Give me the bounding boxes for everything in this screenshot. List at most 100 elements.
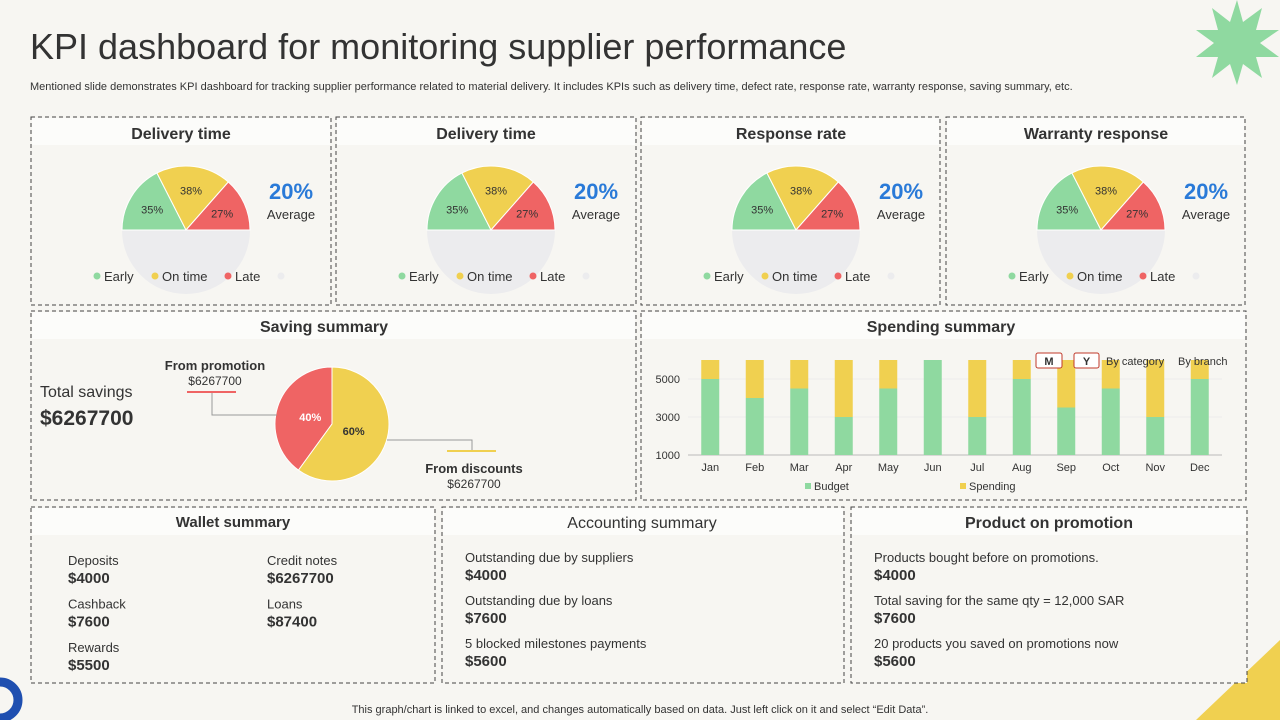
panel bbox=[30, 506, 436, 684]
panel-title: Saving summary bbox=[260, 319, 388, 336]
y-tick-label: 3000 bbox=[656, 412, 680, 424]
pie-slice bbox=[461, 165, 535, 231]
item-value: $4000 bbox=[68, 570, 110, 587]
pie-slice bbox=[426, 172, 492, 231]
bar-segment bbox=[834, 360, 853, 417]
leader-line bbox=[387, 439, 473, 451]
pie-slice bbox=[1071, 165, 1145, 231]
legend-marker bbox=[582, 272, 590, 280]
x-tick-label: Nov bbox=[1145, 462, 1165, 474]
page-subtitle: Mentioned slide demonstrates KPI dashboa… bbox=[30, 81, 1073, 93]
legend-marker bbox=[398, 272, 406, 280]
item-value: $5500 bbox=[68, 657, 110, 674]
legend-label: On time bbox=[467, 269, 513, 284]
average-value: 20% bbox=[574, 179, 618, 204]
item-value: $7600 bbox=[874, 610, 916, 627]
panel-title: Response rate bbox=[736, 126, 846, 143]
y-tick-label: 5000 bbox=[656, 374, 680, 386]
filter-link[interactable]: By branch bbox=[1178, 356, 1228, 368]
x-tick-label: Apr bbox=[835, 462, 852, 474]
average-value: 20% bbox=[879, 179, 923, 204]
slice-label: 35% bbox=[1056, 204, 1078, 216]
item-value: $87400 bbox=[267, 614, 317, 631]
pie-slice bbox=[274, 366, 333, 471]
callout-amount: $6267700 bbox=[188, 374, 242, 388]
legend-marker bbox=[1008, 272, 1016, 280]
item-label: Deposits bbox=[68, 553, 119, 568]
pie-slice bbox=[731, 172, 797, 231]
legend-marker bbox=[1192, 272, 1200, 280]
panel-header bbox=[443, 508, 843, 535]
bar-segment bbox=[745, 398, 764, 455]
item-label: 20 products you saved on promotions now bbox=[874, 636, 1119, 651]
legend-label: Early bbox=[409, 269, 439, 284]
slice-label: 27% bbox=[821, 209, 843, 221]
x-tick-label: Oct bbox=[1102, 462, 1119, 474]
slice-label: 38% bbox=[485, 186, 507, 198]
panel-header bbox=[947, 118, 1244, 145]
panel-title: Warranty response bbox=[1024, 126, 1168, 143]
bar-segment bbox=[1190, 360, 1209, 379]
legend-label: Early bbox=[714, 269, 744, 284]
star-decoration bbox=[1196, 0, 1279, 85]
pie-slice bbox=[794, 181, 861, 231]
item-label: Cashback bbox=[68, 597, 126, 612]
x-tick-label: Dec bbox=[1190, 462, 1210, 474]
legend-marker bbox=[761, 272, 769, 280]
bar-segment bbox=[968, 417, 987, 455]
legend-label: On time bbox=[772, 269, 818, 284]
bar-segment bbox=[1146, 417, 1165, 455]
callout-label: From discounts bbox=[425, 461, 523, 476]
toggle-button[interactable] bbox=[1073, 352, 1100, 369]
toggle-label[interactable]: M bbox=[1044, 356, 1053, 368]
footer-note: This graph/chart is linked to excel, and… bbox=[352, 704, 929, 716]
bar-segment bbox=[879, 388, 898, 455]
toggle-label[interactable]: Y bbox=[1083, 356, 1091, 368]
panel-title: Wallet summary bbox=[176, 514, 291, 531]
legend-marker bbox=[1066, 272, 1074, 280]
pie-slice bbox=[184, 181, 251, 231]
average-label: Average bbox=[1182, 207, 1230, 222]
total-label: Total savings bbox=[40, 384, 133, 401]
legend-label: Late bbox=[235, 269, 260, 284]
pie-slice bbox=[121, 172, 187, 231]
bar-segment bbox=[1057, 360, 1076, 408]
legend-marker bbox=[151, 272, 159, 280]
panel bbox=[640, 310, 1247, 501]
pie-slice bbox=[766, 165, 840, 231]
panel-title: Delivery time bbox=[131, 126, 231, 143]
bar-segment bbox=[701, 360, 720, 379]
bar-segment bbox=[923, 360, 942, 455]
panel-header bbox=[32, 118, 330, 145]
legend-marker bbox=[456, 272, 464, 280]
bar-segment bbox=[1012, 360, 1031, 379]
item-label: Products bought before on promotions. bbox=[874, 550, 1099, 565]
bar-segment bbox=[1057, 407, 1076, 455]
toggle-button[interactable] bbox=[1035, 352, 1063, 369]
page-title: KPI dashboard for monitoring supplier pe… bbox=[30, 26, 846, 67]
callout-label: From promotion bbox=[165, 358, 265, 373]
bar-segment bbox=[1101, 388, 1120, 455]
pie-slice bbox=[489, 181, 556, 231]
legend-label: Budget bbox=[814, 481, 849, 493]
slice-label: 60% bbox=[343, 426, 365, 438]
pie-slice bbox=[156, 165, 230, 231]
legend-label: Spending bbox=[969, 481, 1016, 493]
legend-marker bbox=[960, 483, 966, 489]
x-tick-label: Mar bbox=[790, 462, 809, 474]
pie-slice bbox=[1036, 172, 1102, 231]
legend-label: On time bbox=[162, 269, 208, 284]
item-label: Outstanding due by loans bbox=[465, 593, 613, 608]
panel-header bbox=[852, 508, 1246, 535]
filter-link[interactable]: By category bbox=[1106, 356, 1165, 368]
slice-label: 38% bbox=[1095, 186, 1117, 198]
slice-label: 35% bbox=[141, 204, 163, 216]
average-value: 20% bbox=[1184, 179, 1228, 204]
bar-segment bbox=[1190, 379, 1209, 455]
panel-title: Product on promotion bbox=[965, 515, 1133, 532]
panel bbox=[441, 506, 845, 684]
bar-segment bbox=[1146, 360, 1165, 417]
item-label: Credit notes bbox=[267, 553, 338, 568]
bar-segment bbox=[968, 360, 987, 417]
